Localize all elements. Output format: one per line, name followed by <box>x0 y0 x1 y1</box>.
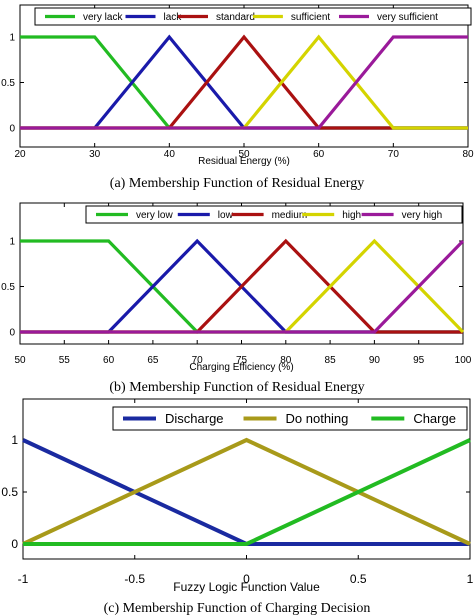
x-tick-label: 60 <box>313 149 325 160</box>
legend-label: very sufficient <box>377 12 438 23</box>
y-tick-label: 0.5 <box>1 78 15 89</box>
y-tick-label: 0 <box>11 537 18 551</box>
x-axis-label: Fuzzy Logic Function Value <box>173 580 320 594</box>
x-tick-label: 40 <box>164 149 176 160</box>
x-tick-label: 70 <box>388 149 400 160</box>
x-tick-label: 20 <box>14 149 26 160</box>
chart-panel-1: 20 30 40 50 60 70 80 0 0.5 1 very lack lack standard… <box>1 4 474 191</box>
x-tick-label: 50 <box>14 355 26 366</box>
legend-label: Discharge <box>165 411 224 426</box>
y-tick-label: 0 <box>9 124 15 135</box>
legend-label: sufficient <box>291 12 331 23</box>
legend-label: Charge <box>413 411 456 426</box>
chart-panel-2: 50 55 60 65 70 75 80 85 90 95 100 0 0.5 1 very low low m… <box>1 202 472 395</box>
series-line-do-nothing <box>22 437 471 546</box>
x-tick-label: 0.5 <box>350 572 367 586</box>
figure-caption: (b) Membership Function of Residual Ener… <box>109 380 364 395</box>
legend-label: low <box>218 210 234 221</box>
x-tick-label: 80 <box>462 149 474 160</box>
x-tick-label: 100 <box>455 355 472 366</box>
figure-caption: (c) Membership Function of Charging Deci… <box>104 601 371 616</box>
x-tick-label: 30 <box>89 149 101 160</box>
legend-box <box>112 406 468 431</box>
x-tick-label: 0 <box>243 572 250 586</box>
legend-label: medium <box>272 210 308 221</box>
x-tick-label: 95 <box>413 355 425 366</box>
chart-panel-3: -1 -0.5 0 0.5 1 0 0.5 1 Discharge Do nothing Charg… <box>1 398 474 616</box>
x-tick-label: 65 <box>147 355 159 366</box>
x-axis-label: Residual Energy (%) <box>198 156 290 167</box>
x-tick-label: 60 <box>103 355 115 366</box>
y-tick-label: 1 <box>9 33 15 44</box>
x-tick-label: 85 <box>325 355 337 366</box>
x-tick-label: 70 <box>192 355 204 366</box>
legend-label: lack <box>164 12 183 23</box>
legend-label: Do nothing <box>286 411 349 426</box>
series-line-very-sufficient <box>20 35 468 130</box>
y-tick-label: 1 <box>11 433 18 447</box>
series-line-charge <box>23 438 471 546</box>
legend-label: very low <box>136 210 173 221</box>
x-tick-label: 75 <box>236 355 248 366</box>
x-tick-label: 55 <box>59 355 71 366</box>
y-tick-label: 0.5 <box>1 485 18 499</box>
y-tick-label: 1 <box>9 237 15 248</box>
x-axis-label: Charging Efficiency (%) <box>189 362 293 373</box>
series-line-very-high <box>20 239 465 334</box>
plot-area <box>19 202 464 345</box>
y-tick-label: 0 <box>9 328 15 339</box>
x-tick-label: 50 <box>238 149 250 160</box>
legend-label: high <box>342 210 361 221</box>
legend-label: standard <box>216 12 255 23</box>
x-tick-label: -0.5 <box>124 572 145 586</box>
legend-label: very lack <box>83 12 123 23</box>
x-tick-label: -1 <box>18 572 29 586</box>
y-tick-label: 0.5 <box>1 282 15 293</box>
plot-area <box>19 4 469 148</box>
x-tick-label: 90 <box>369 355 381 366</box>
x-tick-label: 80 <box>280 355 292 366</box>
figure-caption: (a) Membership Function of Residual Ener… <box>110 176 364 191</box>
legend-box <box>85 205 463 224</box>
legend-label: very high <box>402 210 443 221</box>
x-tick-label: 1 <box>467 572 474 586</box>
